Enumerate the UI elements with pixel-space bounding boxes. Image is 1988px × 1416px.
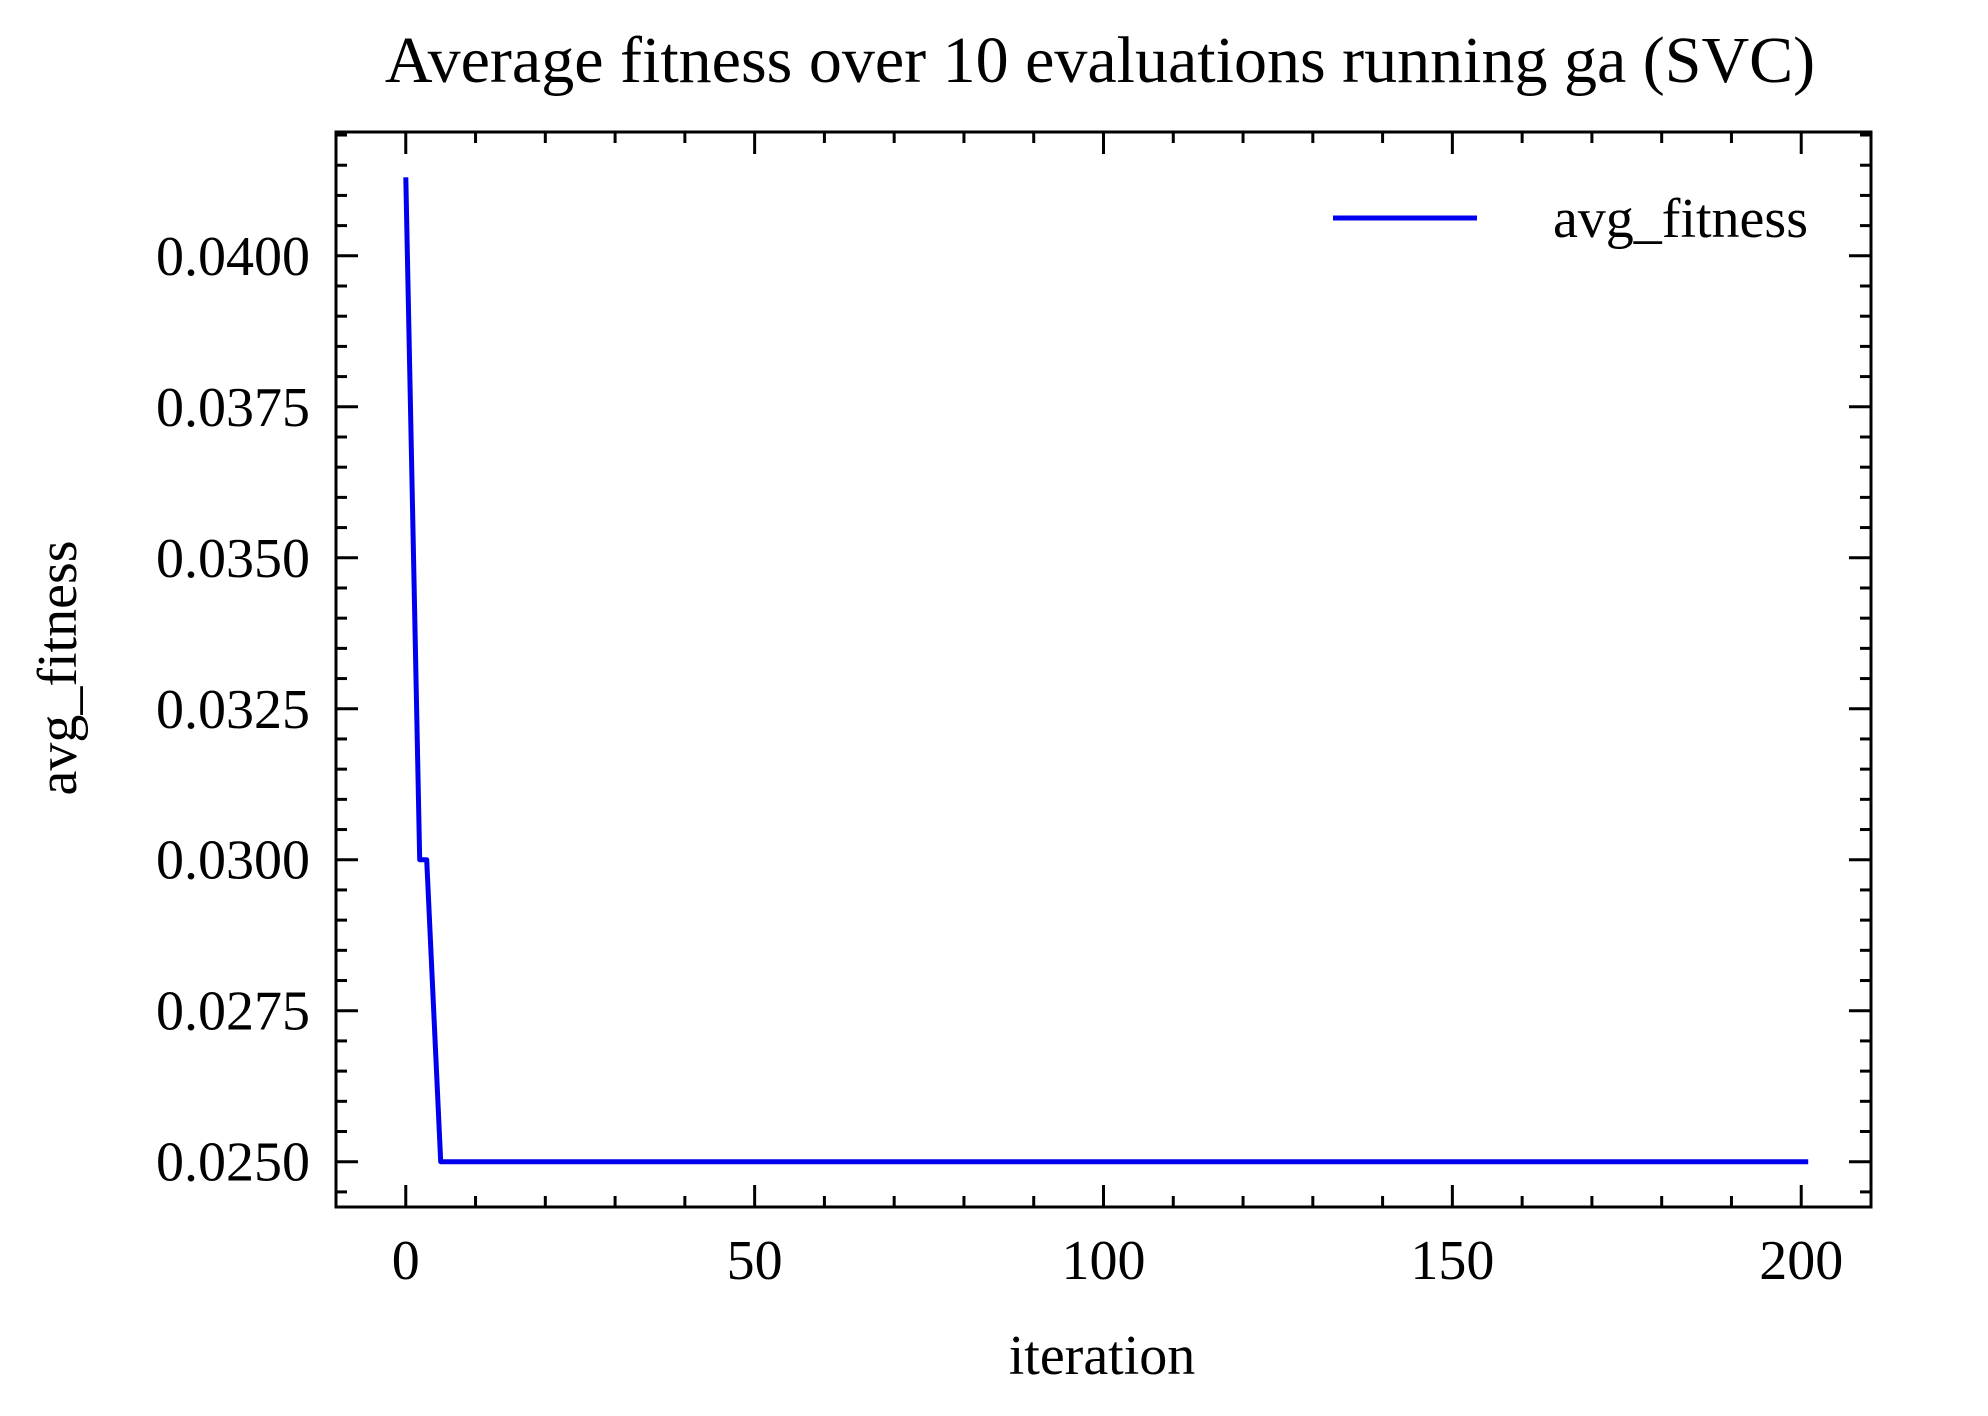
- x-tick-label: 0: [392, 1230, 420, 1292]
- y-tick-label: 0.0300: [156, 830, 310, 892]
- x-tick-label: 150: [1410, 1230, 1494, 1292]
- legend: avg_fitness: [1333, 188, 1808, 250]
- y-tick-label: 0.0325: [156, 679, 310, 741]
- major-ticks: [336, 132, 1871, 1207]
- y-axis-label: avg_fitness: [27, 540, 89, 795]
- x-axis-label: iteration: [1009, 1325, 1196, 1387]
- series-line-avg_fitness: [403, 177, 1809, 1165]
- x-tick-label: 100: [1062, 1230, 1146, 1292]
- legend-label: avg_fitness: [1553, 188, 1808, 250]
- y-tick-label: 0.0375: [156, 377, 310, 439]
- minor-ticks: [334, 132, 1873, 1207]
- y-tick-label: 0.0400: [156, 226, 310, 288]
- x-tick-label: 50: [727, 1230, 783, 1292]
- y-tick-label: 0.0275: [156, 981, 310, 1043]
- y-tick-label: 0.0250: [156, 1132, 310, 1194]
- plot-frame: [334, 130, 1873, 1209]
- series-layer: [403, 177, 1809, 1165]
- x-tick-label: 200: [1759, 1230, 1843, 1292]
- chart-title: Average fitness over 10 evaluations runn…: [385, 24, 1815, 97]
- tick-labels: 0 50 100 150 200 0.0250 0.0275 0.0300 0.0325 0.03…: [156, 226, 1843, 1292]
- y-tick-label: 0.0350: [156, 528, 310, 590]
